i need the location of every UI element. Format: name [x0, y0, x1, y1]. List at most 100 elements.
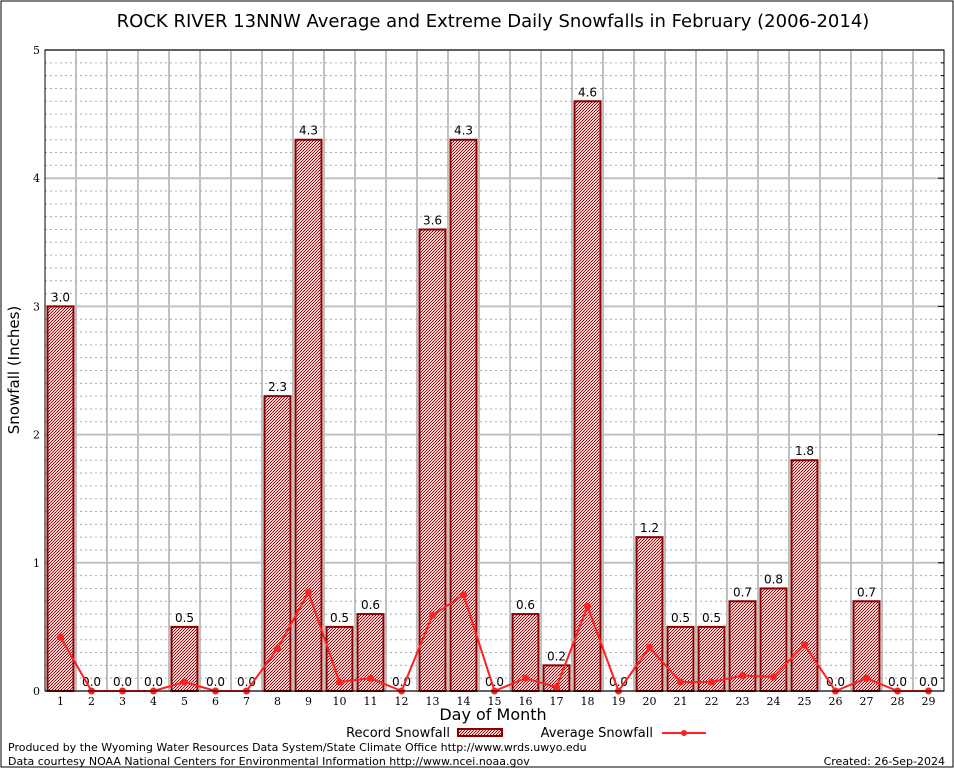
x-tick-label: 28 [891, 695, 905, 708]
bar-data-label: 0.8 [764, 572, 783, 586]
footer-produced: Produced by the Wyoming Water Resources … [8, 741, 587, 754]
y-tick-label: 3 [33, 300, 40, 313]
bar-data-label: 0.0 [113, 675, 132, 689]
legend-average-marker [681, 730, 687, 736]
bar-data-label: 0.5 [330, 611, 349, 625]
bar-data-label: 0.0 [206, 675, 225, 689]
x-tick-label: 16 [519, 695, 533, 708]
average-point [367, 674, 374, 682]
x-tick-label: 12 [395, 695, 409, 708]
bar-data-label: 0.0 [919, 675, 938, 689]
bar-data-label: 3.6 [423, 213, 442, 227]
average-point [57, 633, 64, 641]
bar-data-label: 0.0 [485, 675, 504, 689]
x-tick-label: 1 [57, 695, 64, 708]
record-bar [46, 305, 75, 692]
footer-courtesy: Data courtesy NOAA National Centers for … [8, 755, 530, 768]
average-point [739, 672, 746, 680]
average-point [336, 678, 343, 686]
average-point [863, 674, 870, 682]
x-tick-label: 23 [736, 695, 750, 708]
record-bar [418, 228, 447, 692]
x-axis-label: Day of Month [439, 705, 546, 724]
y-tick-label: 1 [33, 557, 40, 570]
bar-data-label: 1.2 [640, 521, 659, 535]
average-point [274, 645, 281, 653]
x-tick-label: 10 [333, 695, 347, 708]
average-point [305, 588, 312, 596]
y-tick-label: 2 [33, 429, 40, 442]
x-tick-label: 5 [181, 695, 188, 708]
record-bar [449, 138, 478, 693]
bar-data-label: 0.5 [702, 611, 721, 625]
bar-data-label: 4.3 [454, 124, 473, 138]
x-tick-label: 6 [212, 695, 219, 708]
record-bar [790, 459, 819, 692]
bar-data-label: 0.7 [857, 585, 876, 599]
x-tick-label: 9 [305, 695, 312, 708]
x-tick-label: 25 [798, 695, 812, 708]
x-tick-label: 27 [860, 695, 874, 708]
x-tick-label: 26 [829, 695, 843, 708]
x-tick-label: 2 [88, 695, 95, 708]
average-point [553, 683, 560, 691]
x-tick-label: 19 [612, 695, 626, 708]
x-tick-label: 13 [426, 695, 440, 708]
bar-data-label: 0.7 [733, 585, 752, 599]
x-tick-label: 7 [243, 695, 250, 708]
legend: Record Snowfall Average Snowfall [346, 726, 706, 741]
x-tick-label: 3 [119, 695, 126, 708]
legend-record-label: Record Snowfall [346, 726, 450, 741]
x-tick-label: 11 [364, 695, 378, 708]
average-point [181, 678, 188, 686]
average-point [646, 643, 653, 651]
average-point [708, 678, 715, 686]
footer-created: Created: 26-Sep-2024 [824, 755, 945, 768]
average-point [801, 641, 808, 649]
legend-record-swatch [457, 728, 503, 737]
bar-data-label: 0.2 [547, 649, 566, 663]
record-bar [294, 138, 323, 693]
bar-data-label: 0.6 [361, 598, 380, 612]
y-axis-label: Snowfall (Inches) [5, 306, 23, 434]
x-tick-label: 17 [550, 695, 564, 708]
bar-data-label: 0.0 [888, 675, 907, 689]
bar-data-label: 0.0 [144, 675, 163, 689]
bar-data-label: 0.0 [82, 675, 101, 689]
x-tick-label: 21 [674, 695, 688, 708]
y-tick-label: 0 [33, 685, 40, 698]
x-tick-label: 29 [922, 695, 936, 708]
legend-average-label: Average Snowfall [541, 726, 653, 741]
average-point [677, 678, 684, 686]
y-tick-label: 5 [33, 44, 40, 57]
x-tick-label: 14 [457, 695, 471, 708]
average-point [460, 591, 467, 599]
bar-data-label: 0.5 [671, 611, 690, 625]
bar-data-label: 1.8 [795, 444, 814, 458]
plot-frame [44, 49, 945, 692]
x-tick-label: 8 [274, 695, 281, 708]
bar-data-label: 2.3 [268, 380, 287, 394]
x-tick-label: 20 [643, 695, 657, 708]
chart-title: ROCK RIVER 13NNW Average and Extreme Dai… [117, 11, 870, 32]
record-bar [635, 536, 664, 692]
record-bar [263, 395, 292, 692]
bar-data-label: 4.6 [578, 85, 597, 99]
average-point [522, 674, 529, 682]
average-point [584, 602, 591, 610]
average-point [429, 611, 436, 619]
average-point [770, 673, 777, 681]
x-tick-label: 15 [488, 695, 502, 708]
x-tick-label: 18 [581, 695, 595, 708]
x-tick-label: 24 [767, 695, 781, 708]
x-tick-label: 22 [705, 695, 719, 708]
bar-data-label: 4.3 [299, 124, 318, 138]
y-tick-label: 4 [33, 172, 40, 185]
bar-data-label: 3.0 [51, 290, 70, 304]
record-bar [573, 100, 602, 692]
x-tick-label: 4 [150, 695, 157, 708]
bar-data-label: 0.5 [175, 611, 194, 625]
